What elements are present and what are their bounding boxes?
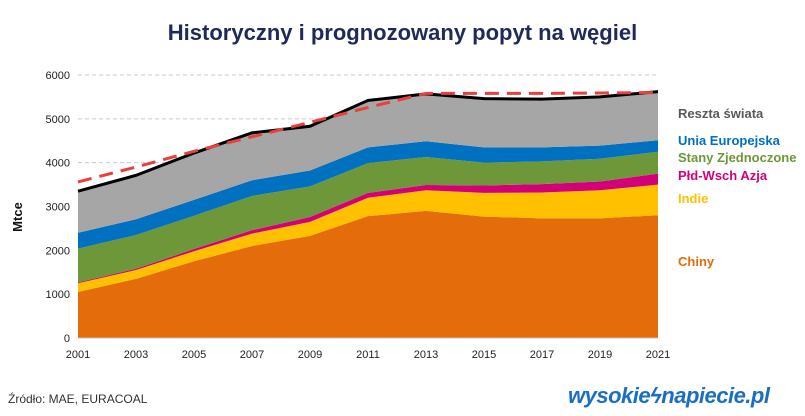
area-chiny <box>78 210 658 338</box>
legend-p-d-wsch-azja: Płd-Wsch Azja <box>678 168 768 183</box>
x-tick-2007: 2007 <box>240 349 264 361</box>
legend-stany-zjednoczone: Stany Zjednoczone <box>678 150 796 165</box>
legend-reszta-wiata: Reszta świata <box>678 106 764 121</box>
x-tick-labels: 2001 2003 2005 2007 2009 2011 2013 2015 2017 2019… <box>66 349 670 361</box>
forecast-line <box>77 91 659 184</box>
total-lines <box>77 90 659 193</box>
x-tick-2003: 2003 <box>124 349 148 361</box>
y-tick-4000: 4000 <box>46 158 70 170</box>
legend-indie: Indie <box>678 191 708 206</box>
x-tick-2021: 2021 <box>646 349 670 361</box>
logo-text-part1: wysokie <box>568 383 651 408</box>
lightning-bolt-icon: ϟ <box>650 383 662 408</box>
legend-chiny: Chiny <box>678 254 715 269</box>
x-tick-2013: 2013 <box>414 349 438 361</box>
total-line <box>77 90 659 193</box>
area-p-d-wsch-azja <box>78 173 658 284</box>
y-tick-6000: 6000 <box>46 70 70 82</box>
source-note: Źródło: MAE, EURACOAL <box>8 392 148 406</box>
x-tick-2009: 2009 <box>298 349 322 361</box>
y-tick-3000: 3000 <box>46 202 70 214</box>
area-indie <box>78 184 658 292</box>
legend: Chiny Indie Płd-Wsch Azja Stany Zjednoczone… <box>678 106 796 269</box>
x-tick-2019: 2019 <box>588 349 612 361</box>
logo-text-part2: napiecie.pl <box>661 383 770 408</box>
y-tick-2000: 2000 <box>46 245 70 257</box>
area-reszta-wiata <box>78 92 658 233</box>
y-tick-0: 0 <box>64 333 70 345</box>
brand-logo: wysokieϟnapiecie.pl <box>568 383 770 409</box>
x-tick-2005: 2005 <box>182 349 206 361</box>
legend-unia-europejska: Unia Europejska <box>678 133 781 148</box>
x-tick-2011: 2011 <box>356 349 380 361</box>
area-unia-europejska <box>78 140 658 249</box>
area-stany-zjednoczone <box>78 151 658 283</box>
y-tick-1000: 1000 <box>46 289 70 301</box>
y-tick-labels: 0 1000 2000 3000 4000 5000 6000 <box>46 70 70 345</box>
stacked-areas <box>78 92 658 338</box>
y-axis-label: Mtce <box>10 202 25 232</box>
y-tick-5000: 5000 <box>46 114 70 126</box>
x-tick-2015: 2015 <box>472 349 496 361</box>
chart-title: Historyczny i prognozowany popyt na węgi… <box>167 20 638 45</box>
x-tick-2017: 2017 <box>530 349 554 361</box>
x-tick-2001: 2001 <box>66 349 90 361</box>
